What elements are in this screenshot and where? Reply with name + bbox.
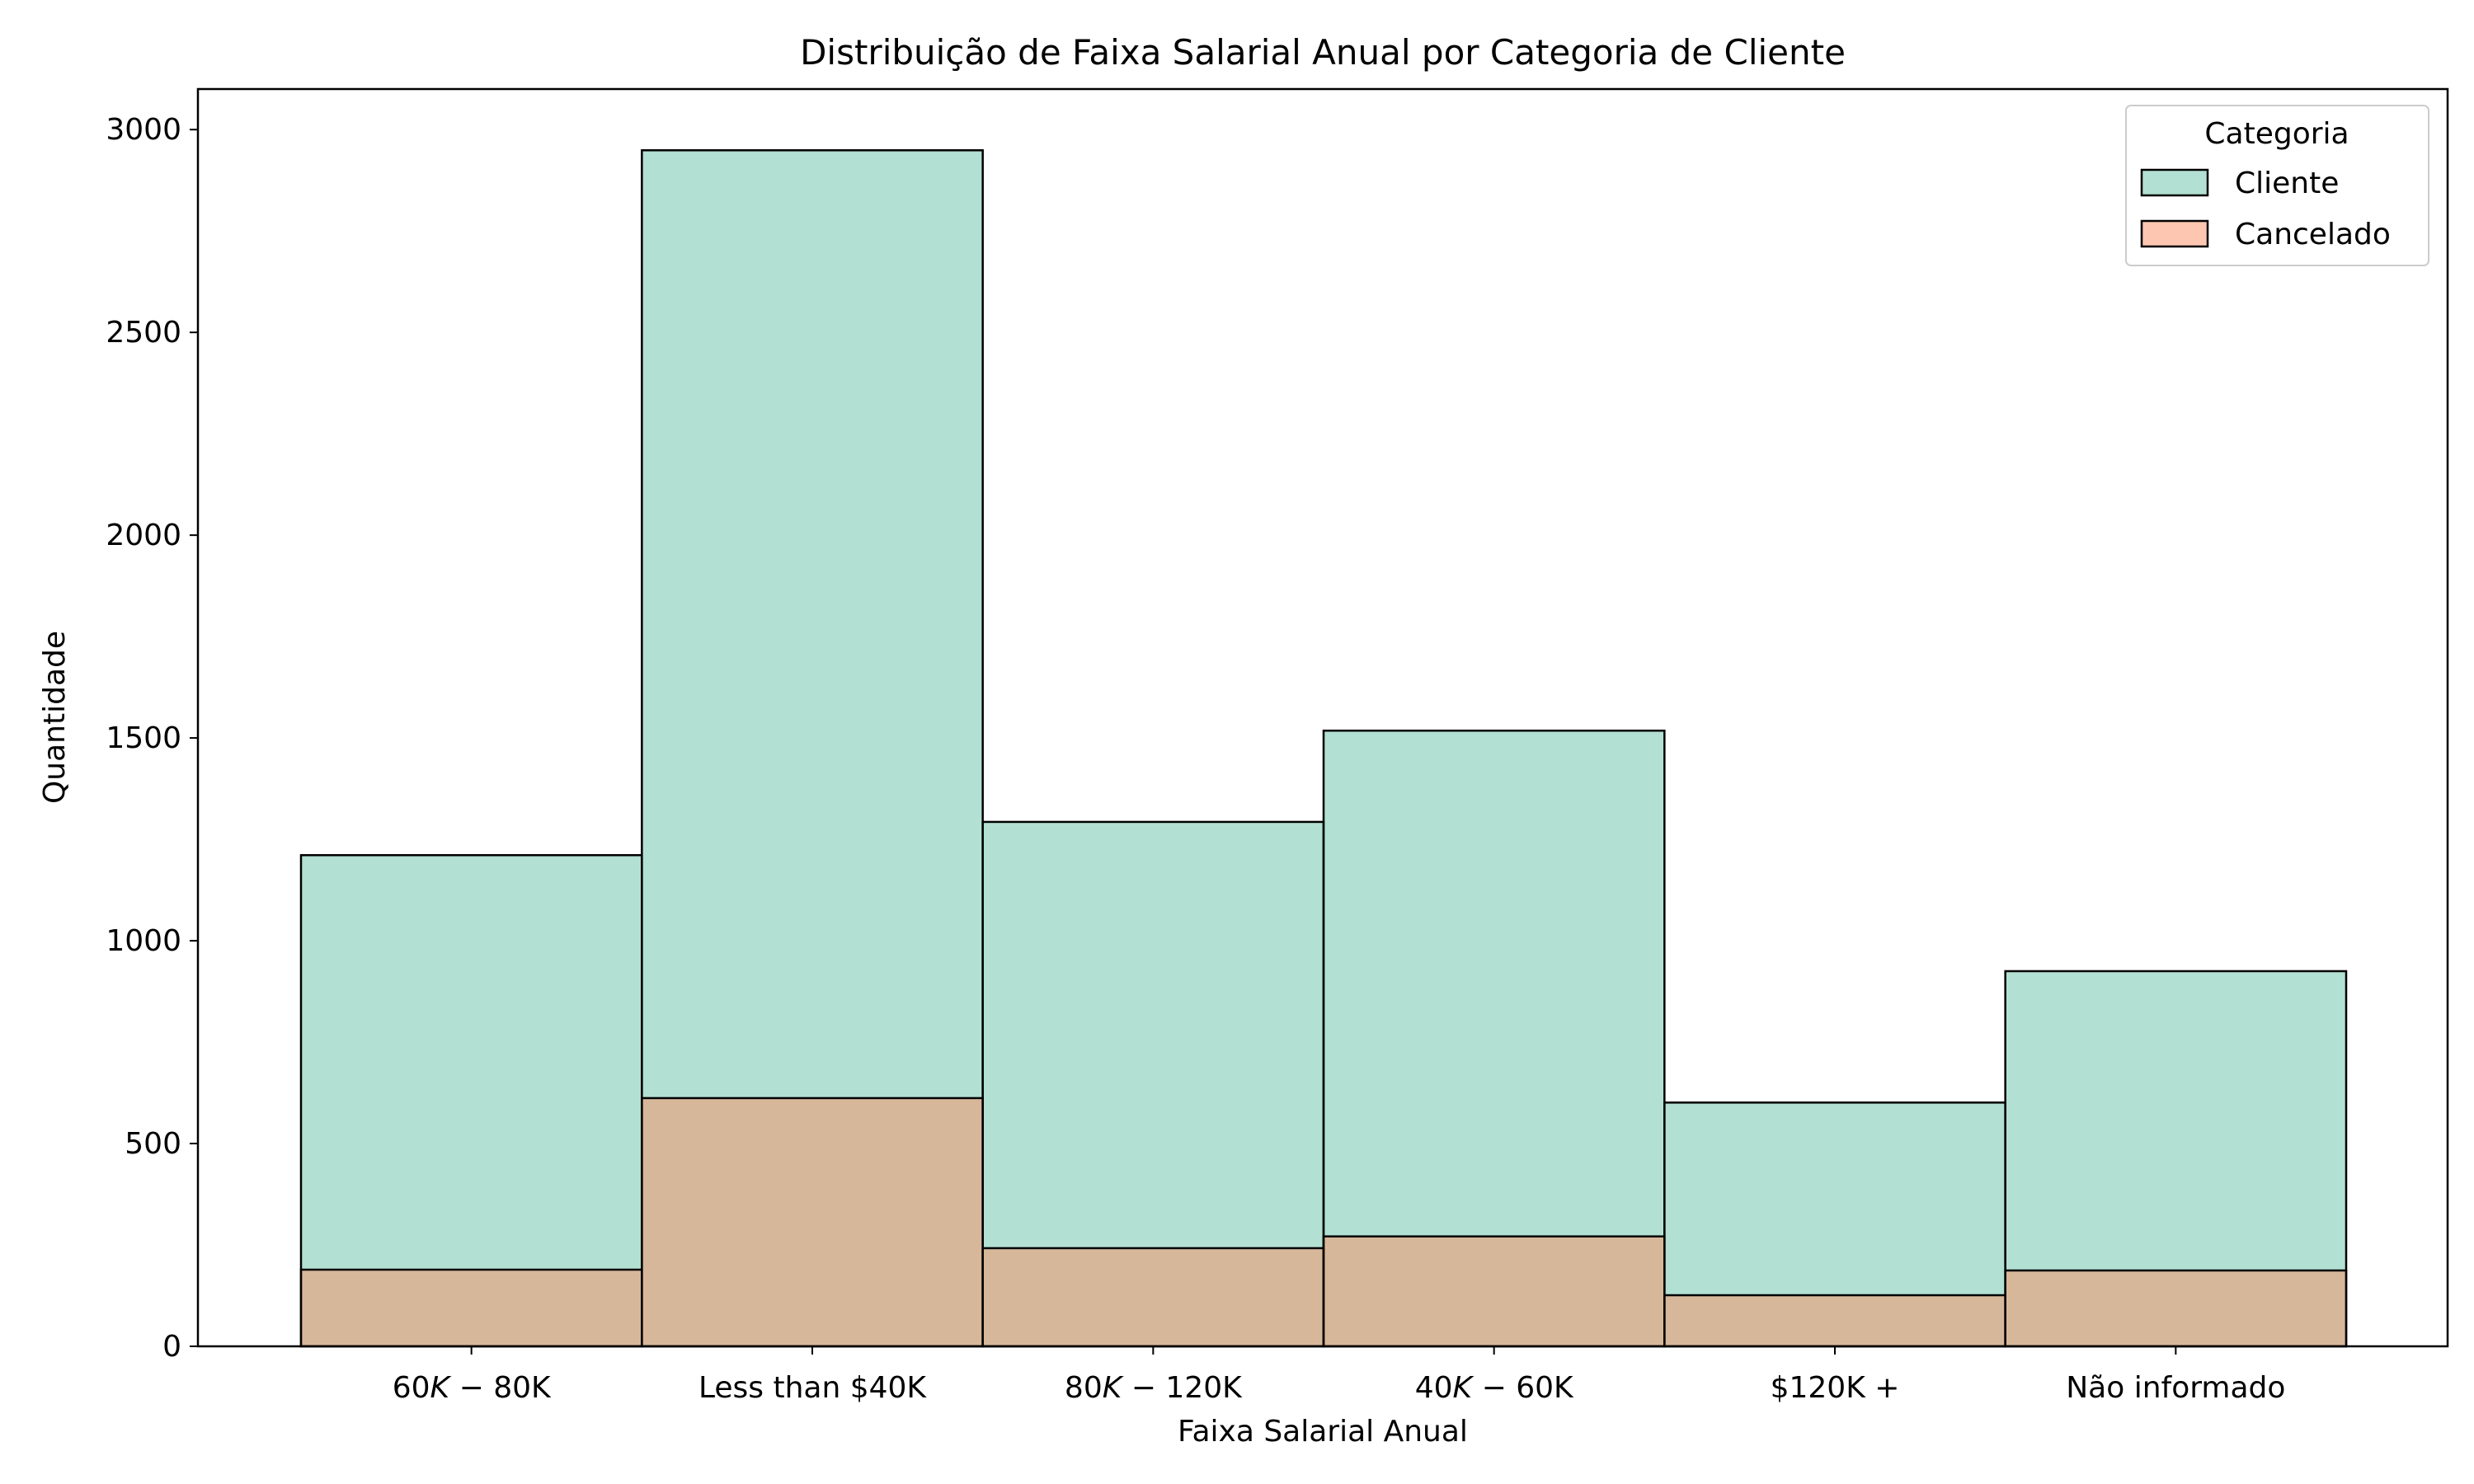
x-axis: 60K − 80K Less than $40K 80K − 120K 40K − 6… [393, 1346, 2285, 1405]
y-tick-label-2000: 2000 [106, 519, 181, 552]
legend-label-cancelado: Cancelado [2235, 218, 2391, 251]
y-tick-label-2500: 2500 [106, 316, 181, 350]
bar-cancelado-40k-60k [1322, 1235, 1666, 1348]
x-tick-label-n-o-informado: Não informado [2066, 1371, 2285, 1405]
legend-title: Categoria [2204, 117, 2349, 151]
legend-label-cliente: Cliente [2235, 167, 2339, 200]
y-tick-label-3000: 3000 [106, 113, 181, 147]
x-tick-label-40k-60k: 40K − 60K [1415, 1371, 1574, 1405]
bar-cancelado-120k [1663, 1294, 2006, 1348]
bar-cancelado-less-than-40k [641, 1097, 984, 1348]
x-axis-label: Faixa Salarial Anual [1178, 1415, 1468, 1449]
axes-frame [196, 87, 2449, 1348]
legend-swatch-cliente [2140, 168, 2209, 197]
y-tick-label-0: 0 [162, 1330, 181, 1364]
bar-cliente-60k-80k [299, 854, 643, 1348]
y-axis: 0 500 1000 1500 2000 2500 3000 [106, 113, 198, 1364]
legend-swatch-cancelado [2140, 219, 2209, 248]
legend: Categoria Cliente Cancelado [2125, 105, 2429, 266]
y-tick-label-1000: 1000 [106, 924, 181, 958]
y-tick-label-500: 500 [125, 1127, 181, 1161]
bar-cancelado-60k-80k [299, 1268, 643, 1348]
y-tick-label-1500: 1500 [106, 721, 181, 755]
y-axis-label: Quantidade [38, 631, 72, 804]
bars-layer [299, 149, 2348, 1348]
bar-cancelado-80k-120k [981, 1247, 1325, 1348]
chart-title: Distribuição de Faixa Salarial Anual por… [800, 32, 1846, 73]
bar-cancelado-n-o-informado [2004, 1269, 2348, 1348]
x-tick-label-120k: $120K + [1771, 1371, 1900, 1405]
x-tick-label-less-than-40k: Less than $40K [698, 1371, 927, 1405]
x-tick-label-80k-120k: 80K − 120K [1065, 1371, 1243, 1405]
x-tick-label-60k-80k: 60K − 80K [393, 1371, 552, 1405]
